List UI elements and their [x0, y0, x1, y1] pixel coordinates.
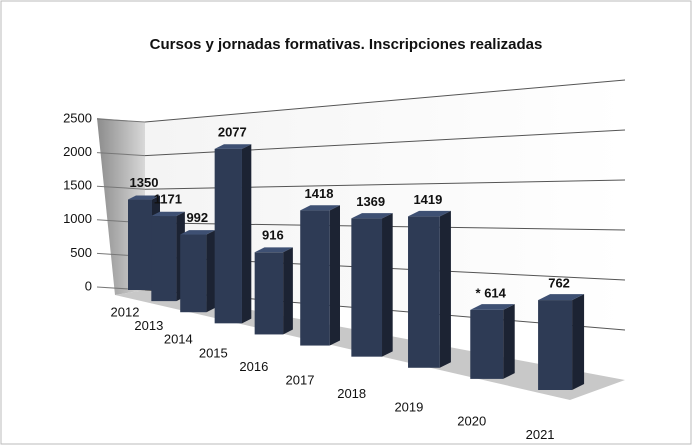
x-tick-label: 2016 — [239, 359, 268, 374]
value-label: 1419 — [413, 192, 442, 207]
bar — [538, 300, 573, 390]
bar — [180, 234, 207, 313]
bar-side — [241, 144, 252, 324]
value-label: 762 — [548, 276, 570, 291]
bar — [128, 199, 152, 290]
y-tick-label: 500 — [70, 245, 92, 260]
bar-side — [503, 304, 515, 379]
bar-side — [382, 213, 393, 357]
tick-mark — [96, 118, 146, 123]
x-tick-label: 2018 — [337, 386, 366, 401]
bar — [151, 216, 177, 302]
bar-side — [329, 205, 340, 346]
bar — [408, 216, 440, 368]
bar — [254, 252, 284, 335]
x-tick-label: 2015 — [199, 345, 228, 360]
bar-top — [180, 230, 216, 235]
bar-top — [151, 211, 185, 217]
bar-side — [572, 294, 585, 390]
bar — [470, 309, 504, 379]
x-tick-label: 2017 — [286, 372, 315, 387]
chart-title: Cursos y jornadas formativas. Inscripcio… — [150, 36, 543, 53]
plot: 0 500 1000 1500 2000 2500 1350 2012 1171 2013 992 2… — [63, 79, 626, 442]
value-label: 1418 — [305, 186, 334, 201]
bar-top — [300, 205, 340, 211]
x-tick-label: 2020 — [457, 413, 486, 428]
x-tick-label: 2012 — [111, 304, 140, 319]
tick-mark — [96, 185, 146, 190]
y-tick-label: 2000 — [63, 144, 92, 159]
bar-side — [206, 230, 216, 313]
bar-side — [283, 247, 293, 335]
grid-line — [144, 79, 626, 123]
value-label: 992 — [186, 210, 208, 225]
x-tick-label: 2013 — [134, 318, 163, 333]
bar-top — [470, 304, 515, 310]
value-label: 2077 — [218, 124, 247, 139]
bar — [300, 210, 330, 346]
bar-top — [408, 210, 451, 217]
value-label: 1369 — [356, 194, 385, 209]
tick-mark — [96, 152, 146, 157]
bar-side — [439, 210, 451, 368]
bar-top — [538, 294, 585, 301]
x-tick-label: 2019 — [394, 400, 423, 415]
bar-top — [254, 247, 293, 253]
bar — [351, 218, 383, 357]
bar-top — [128, 195, 160, 200]
value-label: 1171 — [154, 191, 182, 206]
value-label: * 614 — [476, 285, 507, 300]
y-tick-label: 0 — [85, 278, 92, 293]
bar-top — [214, 144, 252, 149]
x-tick-label: 2021 — [526, 427, 555, 442]
x-tick-label: 2014 — [164, 332, 193, 347]
bar — [214, 148, 242, 324]
value-label: 916 — [262, 228, 284, 243]
y-tick-label: 1500 — [63, 178, 92, 193]
bar-top — [351, 213, 393, 219]
y-tick-label: 2500 — [63, 110, 92, 125]
value-label: 1350 — [130, 175, 159, 190]
y-tick-label: 1000 — [63, 211, 92, 226]
